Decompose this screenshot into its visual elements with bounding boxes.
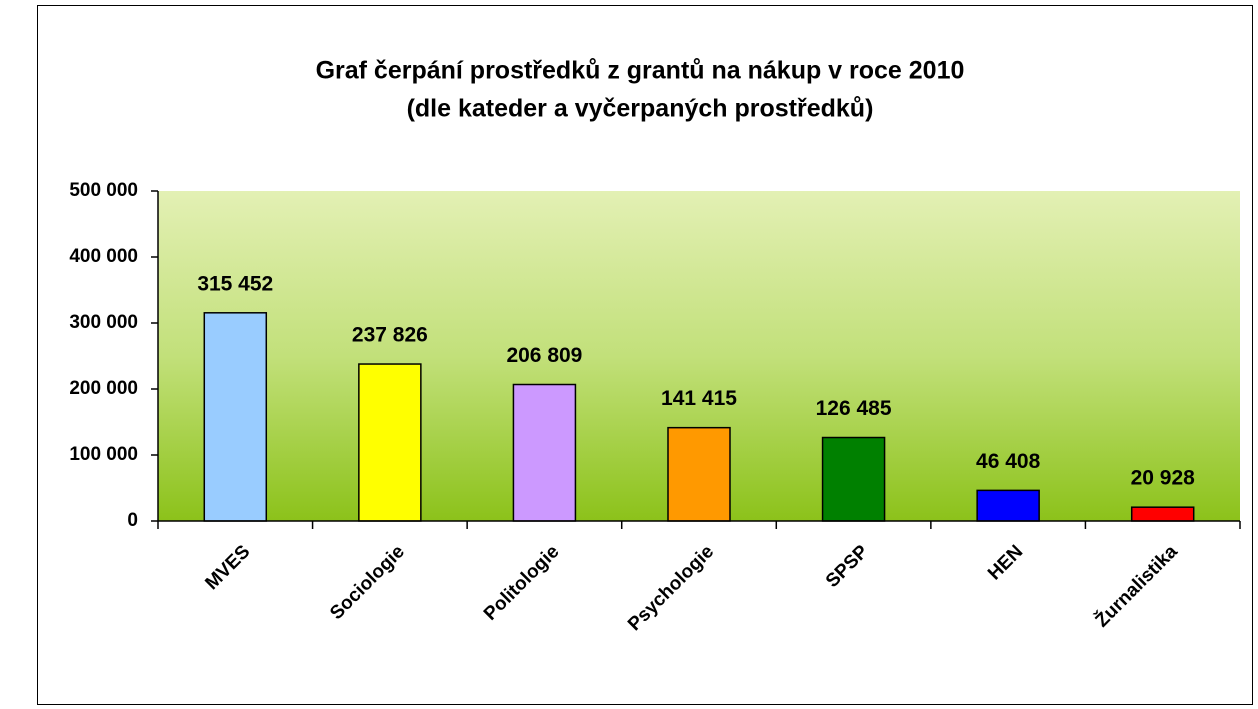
bar [512,383,577,522]
y-tick-label: 0 [127,510,138,531]
bar [667,426,731,522]
data-label: 237 826 [352,324,428,347]
chart-title: Graf čerpání prostředků z grantů na náku… [316,57,965,85]
data-label: 206 809 [506,344,582,367]
data-label: 20 928 [1131,467,1196,490]
data-label: 315 452 [197,272,273,295]
data-label: 46 408 [976,450,1041,473]
data-label: 126 485 [816,397,892,420]
y-tick-label: 200 000 [69,378,138,399]
bar [203,312,268,522]
y-tick-label: 300 000 [69,312,138,333]
y-tick-label: 500 000 [69,180,138,201]
y-tick-label: 400 000 [69,246,138,267]
bar [358,363,422,522]
chart-subtitle: (dle kateder a vyčerpaných prostředků) [407,95,874,123]
data-label: 141 415 [661,387,737,410]
y-tick-label: 100 000 [69,444,138,465]
bar [821,436,886,522]
bar [976,489,1040,522]
bar [1130,506,1195,522]
